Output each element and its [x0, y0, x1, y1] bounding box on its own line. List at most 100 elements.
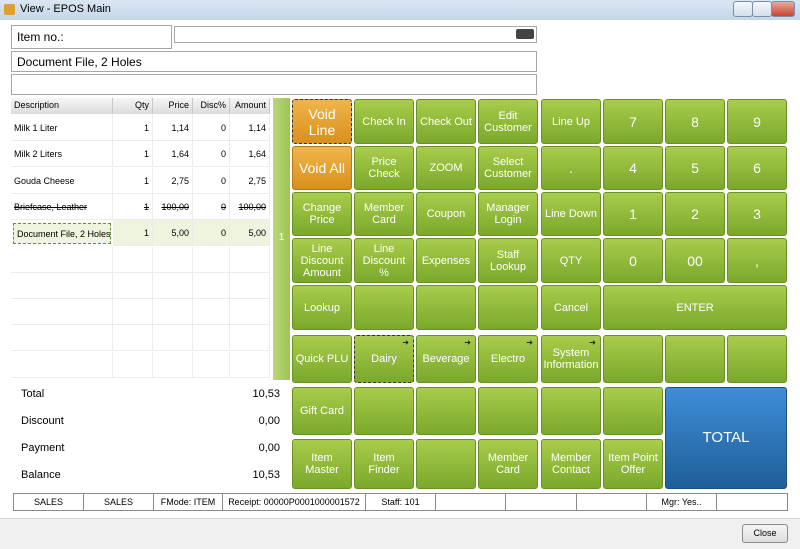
- table-cell[interactable]: 5,00: [153, 220, 193, 247]
- empty-button[interactable]: [354, 387, 414, 435]
- pos-button[interactable]: Line Up: [541, 99, 601, 144]
- table-cell[interactable]: 1: [113, 193, 153, 220]
- pos-button[interactable]: Member Card: [354, 192, 414, 236]
- table-cell[interactable]: 0: [193, 220, 230, 247]
- pos-button[interactable]: Dairy ➜: [354, 335, 414, 383]
- pos-button[interactable]: 0: [603, 238, 663, 283]
- pos-button[interactable]: Electro ➜: [478, 335, 538, 383]
- button-label: Change Price: [302, 202, 342, 226]
- empty-button[interactable]: [478, 387, 538, 435]
- pos-button[interactable]: 5: [665, 146, 725, 190]
- empty-button[interactable]: [416, 285, 476, 330]
- pos-button[interactable]: Line Discount Amount: [292, 238, 352, 283]
- total-value: 0,00: [258, 415, 280, 427]
- pos-button[interactable]: Quick PLU: [292, 335, 352, 383]
- pos-button[interactable]: Staff Lookup: [478, 238, 538, 283]
- pos-button[interactable]: Coupon: [416, 192, 476, 236]
- empty-button[interactable]: [416, 439, 476, 489]
- table-cell[interactable]: 1: [113, 115, 153, 141]
- pos-button[interactable]: 2: [665, 192, 725, 236]
- pos-button[interactable]: .: [541, 146, 601, 190]
- pos-button[interactable]: Select Customer: [478, 146, 538, 190]
- pos-button[interactable]: Cancel: [541, 285, 601, 330]
- pos-button[interactable]: 1: [603, 192, 663, 236]
- table-cell[interactable]: 1,64: [153, 141, 193, 168]
- scroll-indicator[interactable]: 1: [273, 98, 290, 380]
- pos-button[interactable]: 8: [665, 99, 725, 144]
- pos-button[interactable]: Void Line: [292, 99, 352, 144]
- pos-button[interactable]: ENTER: [603, 285, 787, 330]
- table-cell[interactable]: 1: [113, 167, 153, 194]
- table-cell[interactable]: 5,00: [230, 220, 270, 247]
- table-cell[interactable]: Milk 1 Liter: [11, 115, 113, 141]
- pos-button[interactable]: 7: [603, 99, 663, 144]
- pos-button[interactable]: Check Out: [416, 99, 476, 144]
- table-cell[interactable]: 2,75: [230, 167, 270, 194]
- pos-button[interactable]: Edit Customer: [478, 99, 538, 144]
- table-cell[interactable]: 0: [193, 141, 230, 168]
- column-header: Qty: [113, 98, 153, 114]
- table-cell[interactable]: 1,14: [230, 115, 270, 141]
- scroll-indicator-label: 1: [278, 232, 285, 243]
- table-cell[interactable]: 1: [113, 141, 153, 168]
- pos-button[interactable]: 00: [665, 238, 725, 283]
- pos-button[interactable]: Item Master: [292, 439, 352, 489]
- empty-button[interactable]: [541, 387, 601, 435]
- pos-button[interactable]: Member Contact: [541, 439, 601, 489]
- table-cell[interactable]: 0: [193, 167, 230, 194]
- keyboard-icon[interactable]: [516, 29, 534, 39]
- pos-button[interactable]: 3: [727, 192, 787, 236]
- pos-button[interactable]: Member Card: [478, 439, 538, 489]
- empty-button[interactable]: [603, 335, 663, 383]
- pos-button[interactable]: ZOOM: [416, 146, 476, 190]
- pos-button[interactable]: Void All: [292, 146, 352, 190]
- empty-button[interactable]: [727, 335, 787, 383]
- pos-button[interactable]: Line Down: [541, 192, 601, 236]
- table-cell[interactable]: 1,64: [230, 141, 270, 168]
- table-cell[interactable]: 0: [193, 115, 230, 141]
- pos-button[interactable]: QTY: [541, 238, 601, 283]
- table-cell[interactable]: Document File, 2 Holes: [13, 223, 111, 245]
- table-cell[interactable]: Milk 2 Liters: [11, 141, 113, 168]
- empty-button[interactable]: [665, 335, 725, 383]
- item-input[interactable]: [174, 26, 537, 43]
- minimize-button[interactable]: [733, 1, 753, 17]
- pos-button[interactable]: 4: [603, 146, 663, 190]
- pos-button[interactable]: 6: [727, 146, 787, 190]
- pos-button[interactable]: System Information ➜: [541, 335, 601, 383]
- pos-button[interactable]: Line Discount %: [354, 238, 414, 283]
- submenu-arrow: ➜: [464, 338, 471, 347]
- pos-button[interactable]: Beverage ➜: [416, 335, 476, 383]
- pos-button[interactable]: TOTAL: [665, 387, 787, 489]
- table-cell[interactable]: 100,00: [230, 193, 270, 220]
- table-cell[interactable]: 2,75: [153, 167, 193, 194]
- pos-button[interactable]: Item Point Offer: [603, 439, 663, 489]
- pos-button[interactable]: Price Check: [354, 146, 414, 190]
- empty-button[interactable]: [416, 387, 476, 435]
- table-cell[interactable]: 100,00: [153, 193, 193, 220]
- pos-button[interactable]: Gift Card: [292, 387, 352, 435]
- pos-button[interactable]: ,: [727, 238, 787, 283]
- empty-button[interactable]: [603, 387, 663, 435]
- pos-button[interactable]: Item Finder: [354, 439, 414, 489]
- table-cell[interactable]: 1,14: [153, 115, 193, 141]
- pos-button[interactable]: Check In: [354, 99, 414, 144]
- button-label: 2: [691, 206, 699, 222]
- pos-button[interactable]: Expenses: [416, 238, 476, 283]
- close-button[interactable]: Close: [742, 524, 788, 543]
- table-cell[interactable]: 0: [193, 193, 230, 220]
- maximize-button[interactable]: [752, 1, 772, 17]
- pos-button[interactable]: Change Price: [292, 192, 352, 236]
- close-window-button[interactable]: [771, 1, 795, 17]
- button-label: Check In: [362, 115, 406, 128]
- pos-button[interactable]: Manager Login: [478, 192, 538, 236]
- empty-button[interactable]: [478, 285, 538, 330]
- pos-button[interactable]: 9: [727, 99, 787, 144]
- button-label: ZOOM: [429, 162, 463, 174]
- pos-button[interactable]: Lookup: [292, 285, 352, 330]
- table-cell[interactable]: Gouda Cheese: [11, 167, 113, 194]
- table-cell[interactable]: Briefcase, Leather: [11, 193, 113, 220]
- table-cell[interactable]: 1: [113, 220, 153, 247]
- empty-button[interactable]: [354, 285, 414, 330]
- empty-cell: [113, 351, 153, 378]
